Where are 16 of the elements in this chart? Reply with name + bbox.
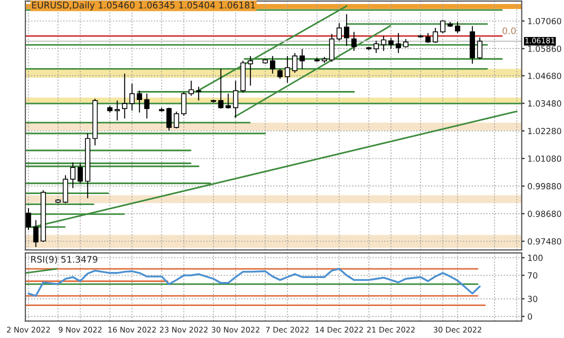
y-tick-label: 70 <box>528 272 538 279</box>
y-tick-label: 30 <box>528 296 538 302</box>
y-tick-label: 1.03480 <box>528 100 562 107</box>
y-tick-label: 1.02280 <box>528 128 562 134</box>
y-tick-label: 100 <box>528 254 543 261</box>
y-tick-label: 0.98680 <box>528 210 562 217</box>
y-tick-label: 0.99880 <box>528 183 562 190</box>
y-tick-label: 0.97480 <box>528 238 562 245</box>
annotation: 0.0 <box>502 27 516 34</box>
chart-title: EURUSD,Daily 1.05460 1.06345 1.05404 1.06181 <box>32 2 255 10</box>
y-tick-label: 1.07060 <box>528 18 562 24</box>
annotation: RSI(9) 51.3479 <box>31 256 98 264</box>
y-tick-label: 1.04680 <box>528 72 562 80</box>
y-tick-label: 0 <box>528 313 532 320</box>
y-tick-label: 1.05860 <box>528 46 562 52</box>
y-tick-label: 1.01080 <box>528 155 562 162</box>
